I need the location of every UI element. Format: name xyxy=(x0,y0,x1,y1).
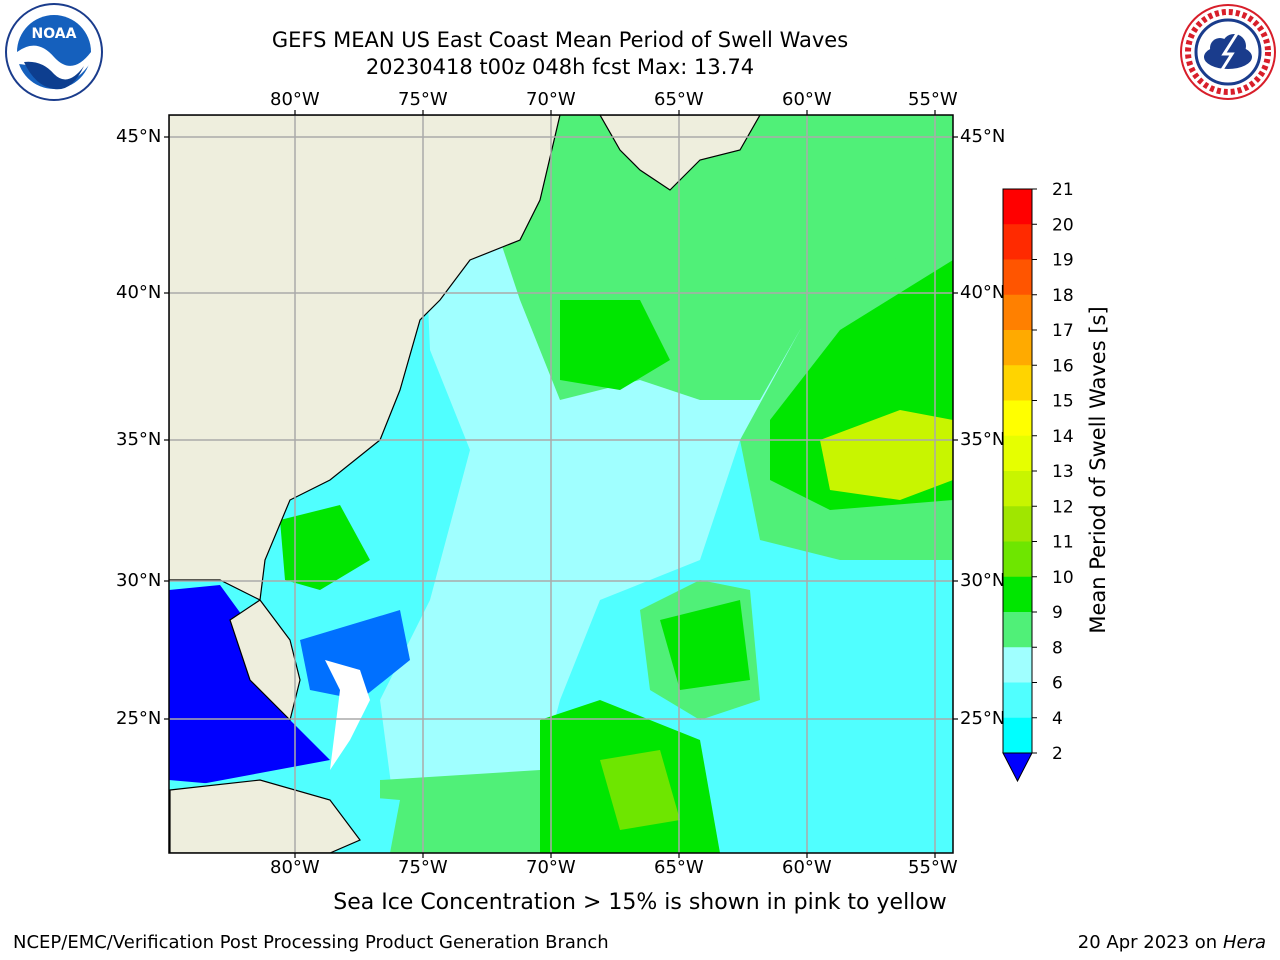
lat-label-left: 25°N xyxy=(116,708,162,729)
footer-date: 20 Apr 2023 on Hera xyxy=(1078,932,1266,953)
colorbar-tick-label: 21 xyxy=(1052,180,1074,200)
colorbar-tick-label: 6 xyxy=(1052,674,1063,694)
lat-label-right: 45°N xyxy=(960,126,1006,147)
colorbar-tick-label: 20 xyxy=(1052,215,1074,235)
lon-label-top: 55°W xyxy=(908,89,958,110)
colorbar-tick-label: 14 xyxy=(1052,427,1074,447)
lon-label-bottom: 75°W xyxy=(398,857,448,878)
colorbar-tick-label: 2 xyxy=(1052,744,1063,764)
colorbar-tick-label: 4 xyxy=(1052,709,1063,729)
colorbar-segment xyxy=(1003,294,1032,331)
colorbar: 21 20 19 18 17 16 15 14 13 12 11 10 9 8 6 4 2 xyxy=(1002,180,1074,783)
lat-label-left: 30°N xyxy=(116,570,162,591)
colorbar-segment xyxy=(1003,471,1032,507)
lon-label-bottom: 70°W xyxy=(526,857,576,878)
colorbar-segment xyxy=(1003,189,1032,225)
colorbar-tick-label: 13 xyxy=(1052,462,1074,482)
colorbar-tick-label: 19 xyxy=(1052,251,1074,271)
footer-date-text: 20 Apr 2023 on xyxy=(1077,932,1223,953)
colorbar-tick-label: 10 xyxy=(1052,568,1074,588)
map-frame xyxy=(168,114,954,854)
colorbar-segment xyxy=(1003,330,1032,366)
colorbar-tick-label: 15 xyxy=(1052,392,1074,412)
cuba-land xyxy=(169,779,361,853)
colorbar-segment xyxy=(1003,224,1032,260)
map-subtitle: 20230418 t00z 048h fcst Max: 13.74 xyxy=(365,55,755,79)
colorbar-segment xyxy=(1003,435,1032,472)
colorbar-tick-label: 8 xyxy=(1052,638,1063,658)
lon-label-bottom: 65°W xyxy=(654,857,704,878)
colorbar-segment xyxy=(1003,400,1032,437)
lon-label-top: 70°W xyxy=(526,89,576,110)
colorbar-tick-label: 17 xyxy=(1052,321,1074,341)
us-coastline xyxy=(169,115,561,722)
lat-label-left: 45°N xyxy=(116,126,162,147)
lat-label-left: 40°N xyxy=(116,282,162,303)
colorbar-tick-label: 11 xyxy=(1052,533,1074,553)
lat-label-right: 40°N xyxy=(960,282,1006,303)
colorbar-segment xyxy=(1003,682,1032,719)
lon-label-bottom: 55°W xyxy=(908,857,958,878)
colorbar-segment xyxy=(1003,365,1032,401)
lat-label-left: 35°N xyxy=(116,429,162,450)
lat-label-right: 35°N xyxy=(960,429,1006,450)
lat-label-right: 30°N xyxy=(960,570,1006,591)
nova-scotia-land xyxy=(599,115,761,191)
colorbar-label: Mean Period of Swell Waves [s] xyxy=(1086,306,1110,634)
colorbar-segment xyxy=(1003,506,1032,542)
lon-label-top: 65°W xyxy=(654,89,704,110)
lon-label-bottom: 80°W xyxy=(270,857,320,878)
map-gridlines xyxy=(169,115,953,853)
colorbar-tick-label: 16 xyxy=(1052,356,1074,376)
contour-12-13s xyxy=(820,410,953,500)
colorbar-segment xyxy=(1003,541,1032,578)
lon-label-bottom: 60°W xyxy=(782,857,832,878)
map-title: GEFS MEAN US East Coast Mean Period of S… xyxy=(271,28,849,52)
contour-2-4s xyxy=(169,585,330,790)
noaa-logo: NOAA xyxy=(2,2,106,102)
colorbar-tick-label: 12 xyxy=(1052,497,1074,517)
noaa-logo-text: NOAA xyxy=(32,26,77,42)
lat-label-right: 25°N xyxy=(960,708,1006,729)
colorbar-segment xyxy=(1003,259,1032,296)
colorbar-tick-label: 18 xyxy=(1052,286,1074,306)
lon-label-top: 60°W xyxy=(782,89,832,110)
colorbar-segment xyxy=(1003,576,1032,613)
colorbar-extend-triangle xyxy=(1002,752,1033,783)
footer-credit: NCEP/EMC/Verification Post Processing Pr… xyxy=(13,932,609,953)
sea-ice-caption: Sea Ice Concentration > 15% is shown in … xyxy=(333,890,947,915)
footer-host: Hera xyxy=(1222,932,1266,953)
lon-label-top: 80°W xyxy=(270,89,320,110)
colorbar-segment xyxy=(1003,612,1032,648)
colorbar-segment xyxy=(1003,647,1032,683)
lon-label-top: 75°W xyxy=(398,89,448,110)
colorbar-segment xyxy=(1003,717,1032,754)
colorbar-tick-label: 9 xyxy=(1052,603,1063,623)
nws-logo xyxy=(1178,2,1278,102)
